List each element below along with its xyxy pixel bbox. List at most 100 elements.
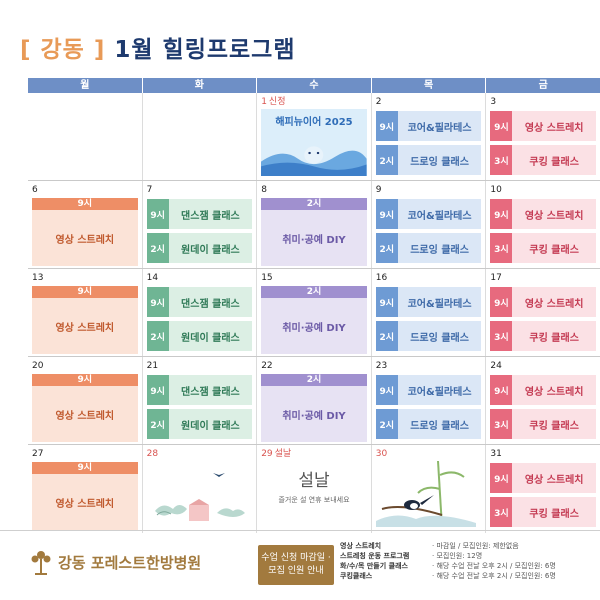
calendar-cell-jan13: 13 9시 영상 스트레치 [28, 269, 143, 356]
weekday-mon: 월 [28, 78, 143, 93]
day-number: 28 [146, 449, 159, 459]
class-block: 2시 취미·공예 DIY [261, 198, 367, 266]
class-slot: 3시 쿠킹 클래스 [490, 145, 596, 175]
class-slot: 3시 쿠킹 클래스 [490, 321, 596, 351]
class-block: 2시 취미·공예 DIY [261, 374, 367, 442]
day-number: 21 [146, 361, 159, 371]
calendar-cell-jan7: 7 9시 댄스잼 클래스 2시 원데이 클래스 [143, 181, 258, 268]
calendar-cell-empty [143, 93, 258, 180]
calendar-cell-jan9: 9 9시 코어&필라테스 2시 드로잉 클래스 [372, 181, 487, 268]
day-number: 31 [490, 449, 502, 459]
class-slot: 9시 영상 스트레치 [490, 463, 596, 493]
day-number: 9 [375, 185, 382, 195]
day-number: 10 [490, 185, 502, 195]
day-number: 2 [375, 97, 382, 107]
class-slot: 9시 영상 스트레치 [490, 111, 596, 141]
calendar-cell-jan8: 8 2시 취미·공예 DIY [257, 181, 372, 268]
calendar-week: 20 9시 영상 스트레치 21 9시 댄스잼 클래스 2시 원데이 클래스 22 2… [28, 357, 600, 445]
day-number: 13 [32, 273, 44, 283]
info-line: 스트레칭 운동 프로그램 · 모집인원: 12명 [340, 552, 483, 560]
class-slot: 9시 코어&필라테스 [375, 111, 482, 141]
day-number: 17 [490, 273, 502, 283]
new-year-banner-text: 해피뉴이어 2025 [275, 117, 353, 128]
day-number: 8 [261, 185, 267, 195]
class-slot: 3시 쿠킹 클래스 [490, 497, 596, 527]
calendar-cell-jan2: 2 9시 코어&필라테스 2시 드로잉 클래스 [372, 93, 487, 180]
class-slot: 9시 댄스잼 클래스 [146, 375, 253, 405]
calendar-week: 27 9시 영상 스트레치 28 29 설날 설날 즐거운 설 연휴 보내세요 30 [28, 445, 600, 533]
calendar-cell-jan23: 23 9시 코어&필라테스 2시 드로잉 클래스 [372, 357, 487, 444]
calendar-cell-jan21: 21 9시 댄스잼 클래스 2시 원데이 클래스 [143, 357, 258, 444]
calendar-cell-jan1: 1 신정 해피뉴이어 2025 [257, 93, 372, 180]
new-year-banner: 해피뉴이어 2025 [261, 109, 367, 176]
class-slot: 3시 쿠킹 클래스 [490, 409, 596, 439]
day-number: 3 [490, 97, 497, 107]
footer: 강동 포레스트한방병원 수업 신청 마감일 · 모집 인원 안내 영상 스트레치… [0, 530, 600, 600]
class-slot: 2시 드로잉 클래스 [375, 321, 482, 351]
weekday-fri: 금 [538, 80, 548, 91]
info-line: 쿠킹클래스 · 해당 수업 전날 오후 2시 / 모집인원: 6명 [340, 572, 556, 580]
day-number: 1 신정 [261, 97, 286, 107]
class-block: 2시 취미·공예 DIY [261, 286, 367, 354]
class-slot: 9시 영상 스트레치 [490, 287, 596, 317]
day-number: 7 [146, 185, 153, 195]
calendar-cell-jan6: 6 9시 영상 스트레치 [28, 181, 143, 268]
calendar-cell-jan24: 24 9시 영상 스트레치 3시 쿠킹 클래스 [486, 357, 600, 444]
class-block: 9시 영상 스트레치 [32, 198, 138, 266]
day-number: 27 [32, 449, 44, 459]
weekday-thu: 목 [372, 78, 487, 93]
info-line: 영상 스트레치 · 마감일 / 모집인원: 제한없음 [340, 542, 519, 550]
enrollment-info: 영상 스트레치 · 마감일 / 모집인원: 제한없음 스트레칭 운동 프로그램 · … [340, 541, 590, 581]
tree-logo-icon [31, 551, 51, 575]
class-slot: 9시 코어&필라테스 [375, 199, 482, 229]
calendar-cell-jan10: 10 9시 영상 스트레치 3시 쿠킹 클래스 [486, 181, 600, 268]
calendar-week: 1 신정 해피뉴이어 2025 2 9시 코어&필라테스 2시 드로잉 클래스 3 [28, 93, 600, 181]
calendar-cell-jan14: 14 9시 댄스잼 클래스 2시 원데이 클래스 [143, 269, 258, 356]
calendar-cell-jan3: 3 9시 영상 스트레치 3시 쿠킹 클래스 [486, 93, 600, 180]
day-number: 23 [375, 361, 388, 371]
class-slot: 9시 코어&필라테스 [375, 287, 482, 317]
calendar-cell-jan29: 29 설날 설날 즐거운 설 연휴 보내세요 [257, 445, 372, 533]
class-slot: 9시 코어&필라테스 [375, 375, 482, 405]
holiday-note: 신정 [268, 97, 286, 107]
weekday-tue: 화 [143, 78, 258, 93]
calendar-cell-jan28: 28 [143, 445, 258, 533]
class-block: 9시 영상 스트레치 [32, 286, 138, 354]
class-slot: 9시 영상 스트레치 [490, 199, 596, 229]
page-title: [ 강동 ] 1월 힐링프로그램 [20, 30, 296, 64]
class-slot: 2시 원데이 클래스 [146, 321, 253, 351]
bird-cloud-illustration [154, 473, 245, 521]
calendar-cell-jan22: 22 2시 취미·공예 DIY [257, 357, 372, 444]
calendar-cell-jan30: 30 [372, 445, 487, 533]
class-slot: 2시 원데이 클래스 [146, 233, 253, 263]
calendar-week: 13 9시 영상 스트레치 14 9시 댄스잼 클래스 2시 원데이 클래스 15 2… [28, 269, 600, 357]
hospital-name: 강동 포레스트한방병원 [58, 553, 202, 572]
calendar-cell-jan20: 20 9시 영상 스트레치 [28, 357, 143, 444]
title-bracket: [ 강동 ] [20, 37, 106, 63]
day-number: 16 [375, 273, 388, 283]
seollal-title: 설날 [298, 471, 330, 491]
day-number: 20 [32, 361, 44, 371]
calendar-grid: 1 신정 해피뉴이어 2025 2 9시 코어&필라테스 2시 드로잉 클래스 3 [28, 93, 600, 533]
day-number: 14 [146, 273, 159, 283]
weekday-wed: 수 [257, 78, 372, 93]
day-number: 22 [261, 361, 273, 371]
class-slot: 2시 드로잉 클래스 [375, 233, 482, 263]
class-slot: 3시 쿠킹 클래스 [490, 233, 596, 263]
snow-mountain-illustration [261, 146, 367, 176]
class-block: 9시 영상 스트레치 [32, 462, 138, 530]
calendar-cell-empty [28, 93, 143, 180]
class-slot: 9시 영상 스트레치 [490, 375, 596, 405]
class-slot: 9시 댄스잼 클래스 [146, 287, 253, 317]
title-main: 1월 힐링프로그램 [114, 37, 296, 63]
calendar-week: 6 9시 영상 스트레치 7 9시 댄스잼 클래스 2시 원데이 클래스 8 2시 취미… [28, 181, 600, 269]
calendar-cell-jan15: 15 2시 취미·공예 DIY [257, 269, 372, 356]
hospital-logo: 강동 포레스트한방병원 [30, 549, 201, 575]
class-slot: 2시 원데이 클래스 [146, 409, 253, 439]
calendar-cell-jan31: 31 9시 영상 스트레치 3시 쿠킹 클래스 [486, 445, 600, 533]
weekday-header: 월 화 수 목 금 [28, 78, 600, 93]
seollal-greeting: 즐거운 설 연휴 보내세요 [278, 496, 350, 504]
day-number: 30 [375, 449, 388, 459]
calendar-cell-jan16: 16 9시 코어&필라테스 2시 드로잉 클래스 [372, 269, 487, 356]
class-block: 9시 영상 스트레치 [32, 374, 138, 442]
